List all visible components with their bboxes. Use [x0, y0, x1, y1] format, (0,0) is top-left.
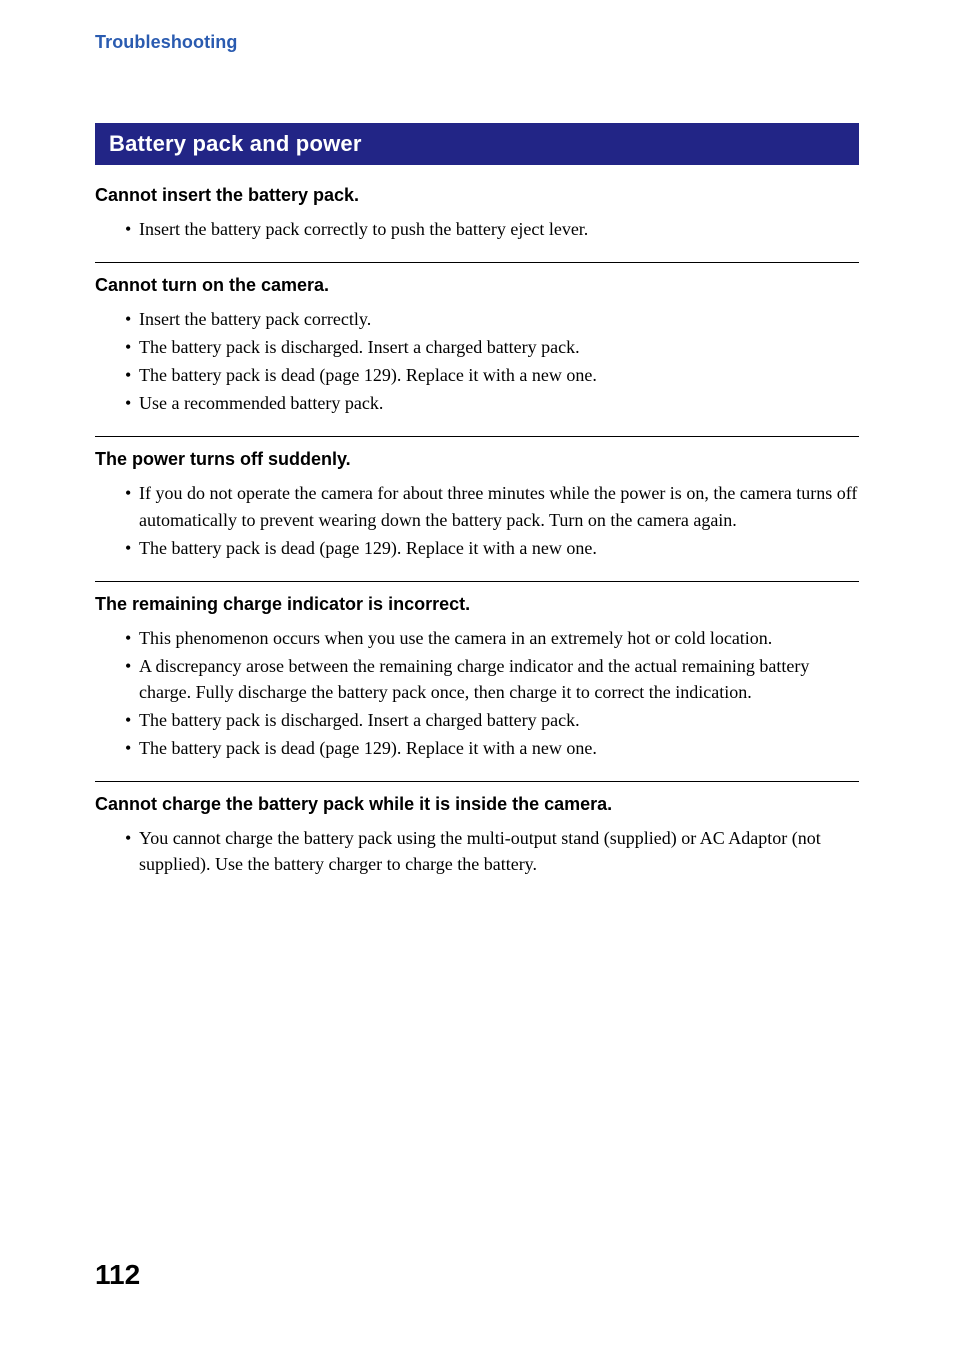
list-item: The battery pack is dead (page 129). Rep… [139, 362, 859, 388]
issue-block: The remaining charge indicator is incorr… [95, 594, 859, 761]
list-item: The battery pack is dead (page 129). Rep… [139, 735, 859, 761]
issue-list: Insert the battery pack correctly to pus… [95, 216, 859, 242]
issue-list: Insert the battery pack correctly. The b… [95, 306, 859, 416]
list-item: Insert the battery pack correctly. [139, 306, 859, 332]
list-item: Use a recommended battery pack. [139, 390, 859, 416]
divider [95, 436, 859, 437]
divider [95, 781, 859, 782]
divider [95, 262, 859, 263]
list-item: If you do not operate the camera for abo… [139, 480, 859, 532]
breadcrumb: Troubleshooting [95, 32, 859, 53]
issue-block: Cannot insert the battery pack. Insert t… [95, 185, 859, 242]
issue-block: Cannot turn on the camera. Insert the ba… [95, 275, 859, 416]
list-item: The battery pack is dead (page 129). Rep… [139, 535, 859, 561]
section-title-bar: Battery pack and power [95, 123, 859, 165]
issue-list: You cannot charge the battery pack using… [95, 825, 859, 877]
issue-title: Cannot insert the battery pack. [95, 185, 859, 206]
issue-title: The power turns off suddenly. [95, 449, 859, 470]
issue-title: The remaining charge indicator is incorr… [95, 594, 859, 615]
divider [95, 581, 859, 582]
list-item: You cannot charge the battery pack using… [139, 825, 859, 877]
list-item: The battery pack is discharged. Insert a… [139, 334, 859, 360]
list-item: This phenomenon occurs when you use the … [139, 625, 859, 651]
issue-title: Cannot charge the battery pack while it … [95, 794, 859, 815]
issue-list: If you do not operate the camera for abo… [95, 480, 859, 560]
issue-title: Cannot turn on the camera. [95, 275, 859, 296]
page-number: 112 [95, 1259, 140, 1291]
issue-block: The power turns off suddenly. If you do … [95, 449, 859, 560]
list-item: A discrepancy arose between the remainin… [139, 653, 859, 705]
list-item: The battery pack is discharged. Insert a… [139, 707, 859, 733]
issue-block: Cannot charge the battery pack while it … [95, 794, 859, 877]
list-item: Insert the battery pack correctly to pus… [139, 216, 859, 242]
issue-list: This phenomenon occurs when you use the … [95, 625, 859, 761]
